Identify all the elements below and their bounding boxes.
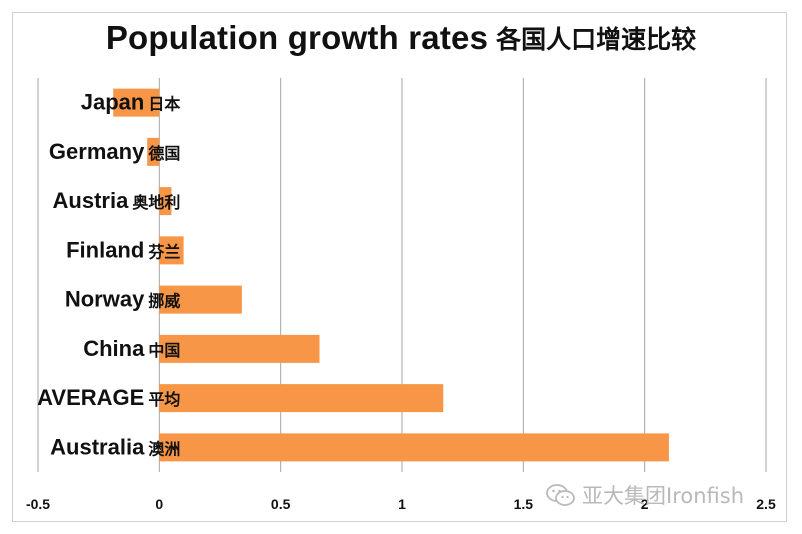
- category-name-chinese: 平均: [148, 390, 180, 409]
- watermark-text: 亚大集团Ironfish: [582, 484, 745, 508]
- x-tick-label-5: 2: [641, 496, 649, 512]
- watermark: 亚大集团Ironfish: [546, 480, 744, 510]
- category-name-english: Norway: [65, 287, 145, 312]
- category-name-chinese: 奥地利: [132, 193, 180, 212]
- x-tick-label-3: 1: [398, 496, 406, 512]
- wechat-icon: [546, 484, 575, 506]
- category-name-chinese: 芬兰: [147, 242, 180, 261]
- category-name-english: Japan: [81, 90, 145, 115]
- chart-title-chinese: 各国人口增速比较: [496, 25, 697, 54]
- bar-japan: [113, 88, 160, 117]
- bar-finland: [159, 236, 184, 265]
- category-label-finland: Finland 芬兰: [66, 237, 180, 262]
- category-name-english: Australia: [50, 434, 145, 459]
- bar-china: [159, 334, 320, 363]
- bar-average: [159, 384, 444, 413]
- x-tick-label-2: 0.5: [271, 496, 291, 512]
- category-label-germany: Germany 德国: [49, 139, 180, 164]
- category-name-chinese: 澳洲: [148, 439, 180, 458]
- category-name-chinese: 德国: [148, 144, 180, 163]
- x-tick-label-0: -0.5: [26, 496, 50, 512]
- x-tick-label-1: 0: [155, 496, 163, 512]
- category-label-japan: Japan 日本: [81, 90, 181, 115]
- bar-norway: [159, 285, 242, 314]
- category-label-australia: Australia 澳洲: [50, 434, 180, 459]
- bar-austria: [159, 187, 172, 216]
- category-name-chinese: 中国: [148, 341, 180, 360]
- bar-germany: [147, 137, 160, 166]
- chart-title-english: Population growth rates: [105, 19, 489, 56]
- category-label-norway: Norway 挪威: [65, 287, 180, 312]
- category-name-english: China: [83, 336, 145, 361]
- x-tick-label-6: 2.5: [756, 496, 776, 512]
- category-label-austria: Austria 奥地利: [53, 188, 181, 213]
- category-name-english: Finland: [66, 237, 144, 262]
- category-name-english: Austria: [53, 188, 130, 213]
- category-name-english: Germany: [49, 139, 145, 164]
- category-name-chinese: 日本: [148, 95, 180, 114]
- category-name-english: AVERAGE: [37, 385, 144, 410]
- category-label-china: China 中国: [83, 336, 180, 361]
- category-label-average: AVERAGE 平均: [37, 385, 180, 410]
- x-tick-label-4: 1.5: [514, 496, 534, 512]
- bar-australia: [159, 433, 669, 462]
- category-name-chinese: 挪威: [148, 292, 180, 311]
- chart-title: Population growth rates 各国人口增速比较: [0, 0, 802, 76]
